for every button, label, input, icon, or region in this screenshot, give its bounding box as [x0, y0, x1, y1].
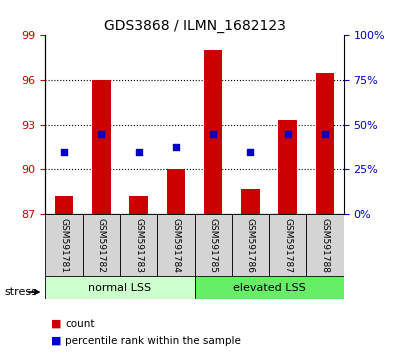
Text: elevated LSS: elevated LSS	[233, 282, 305, 293]
Bar	[316, 73, 334, 214]
Bar	[157, 214, 194, 276]
Bar	[307, 214, 344, 276]
Text: GSM591782: GSM591782	[97, 218, 106, 273]
Bar	[278, 120, 297, 214]
Point	[135, 149, 142, 154]
Bar	[83, 214, 120, 276]
Text: GSM591781: GSM591781	[60, 218, 69, 273]
Bar	[241, 189, 260, 214]
Bar	[204, 50, 222, 214]
Bar	[269, 214, 307, 276]
Text: GSM591788: GSM591788	[320, 218, 329, 273]
Bar	[194, 214, 232, 276]
Point	[98, 131, 105, 137]
Bar	[120, 214, 157, 276]
Point	[61, 149, 67, 154]
Bar	[167, 170, 185, 214]
Bar	[55, 196, 73, 214]
Bar	[232, 214, 269, 276]
Text: stress: stress	[4, 287, 37, 297]
Text: GSM591785: GSM591785	[209, 218, 218, 273]
Text: ■: ■	[51, 319, 62, 329]
Bar	[92, 80, 111, 214]
Point	[210, 131, 216, 137]
Bar	[45, 276, 194, 299]
Text: GSM591783: GSM591783	[134, 218, 143, 273]
Text: ■: ■	[51, 336, 62, 346]
Text: GSM591787: GSM591787	[283, 218, 292, 273]
Point	[173, 144, 179, 150]
Point	[247, 149, 254, 154]
Bar	[45, 214, 83, 276]
Title: GDS3868 / ILMN_1682123: GDS3868 / ILMN_1682123	[103, 19, 286, 33]
Bar	[129, 196, 148, 214]
Text: normal LSS: normal LSS	[88, 282, 152, 293]
Bar	[194, 276, 344, 299]
Text: GSM591786: GSM591786	[246, 218, 255, 273]
Point	[284, 131, 291, 137]
Text: percentile rank within the sample: percentile rank within the sample	[65, 336, 241, 346]
Text: count: count	[65, 319, 95, 329]
Text: GSM591784: GSM591784	[171, 218, 181, 273]
Point	[322, 131, 328, 137]
